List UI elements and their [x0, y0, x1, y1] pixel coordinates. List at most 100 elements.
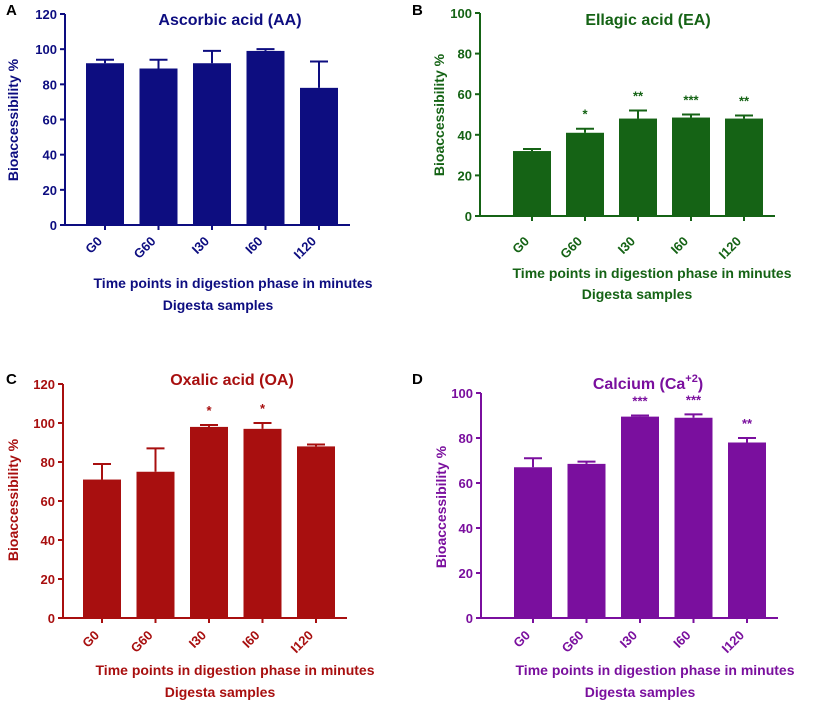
x-tick-label: I120: [291, 234, 320, 263]
y-tick-label: 0: [465, 209, 472, 224]
x-axis-label: Time points in digestion phase in minute…: [94, 275, 373, 291]
y-tick-label: 20: [458, 168, 472, 183]
significance-marker: ***: [683, 93, 699, 108]
y-axis-label: Bioaccessibility %: [433, 445, 449, 568]
y-tick-label: 60: [458, 87, 472, 102]
x-tick-label: I30: [615, 234, 638, 257]
x-axis-sublabel: Digesta samples: [165, 684, 276, 700]
bar-i60: [246, 50, 285, 225]
x-axis-label: Time points in digestion phase in minute…: [513, 265, 792, 281]
y-tick-label: 20: [43, 183, 57, 198]
x-tick-label: I60: [242, 234, 265, 257]
chart-panel-a: A Ascorbic acid (AA) Bioaccessibility % 0 20…: [5, 2, 373, 313]
x-tick-label: I120: [719, 628, 748, 657]
y-axis-label: Bioaccessibility %: [5, 58, 21, 181]
y-tick-label: 40: [43, 148, 57, 163]
bar-i120: [300, 87, 338, 225]
bar-g0: [514, 467, 552, 618]
x-tick-label: G0: [79, 628, 102, 651]
bar-g0: [86, 63, 124, 225]
y-tick-label: 0: [466, 611, 473, 626]
x-axis-sublabel: Digesta samples: [585, 684, 696, 700]
bar-i60: [674, 417, 713, 618]
x-tick-label: I30: [617, 628, 640, 651]
significance-marker: ***: [686, 392, 702, 407]
y-tick-label: 20: [459, 566, 473, 581]
panel-label: D: [412, 371, 423, 388]
x-tick-label: G0: [510, 628, 533, 651]
y-tick-label: 80: [43, 77, 57, 92]
significance-marker: **: [633, 88, 644, 103]
x-axis-sublabel: Digesta samples: [163, 297, 274, 313]
bar-i30: [619, 118, 657, 216]
y-tick-label: 100: [35, 42, 57, 57]
y-tick-label: 80: [41, 455, 55, 470]
y-axis-label: Bioaccessibility %: [5, 438, 21, 561]
y-tick-label: 100: [33, 416, 55, 431]
x-tick-label: G60: [131, 234, 159, 262]
x-tick-label: G0: [82, 234, 105, 257]
bar-i60: [243, 428, 282, 618]
y-tick-label: 60: [43, 113, 57, 128]
x-tick-label: G0: [509, 234, 532, 257]
bar-g0: [513, 151, 551, 216]
y-tick-label: 120: [33, 377, 55, 392]
panel-label: A: [6, 2, 17, 19]
y-tick-label: 0: [48, 611, 55, 626]
y-tick-label: 40: [459, 521, 473, 536]
x-tick-label: G60: [559, 628, 587, 656]
x-tick-label: I120: [716, 234, 745, 263]
panel-label: C: [6, 371, 17, 388]
x-tick-label: G60: [557, 234, 585, 262]
y-axis-label: Bioaccessibility %: [431, 53, 447, 176]
significance-marker: *: [206, 403, 212, 418]
chart-title-main: Calcium (Ca: [593, 376, 686, 393]
y-tick-label: 60: [41, 494, 55, 509]
x-tick-label: I60: [668, 234, 691, 257]
x-axis-label: Time points in digestion phase in minute…: [96, 662, 375, 678]
chart-title-superscript: +2: [685, 373, 698, 385]
x-axis-label: Time points in digestion phase in minute…: [516, 662, 795, 678]
bar-g60: [566, 132, 604, 216]
x-axis-sublabel: Digesta samples: [582, 286, 693, 302]
significance-marker: **: [739, 94, 750, 109]
x-tick-label: I60: [239, 628, 262, 651]
y-tick-label: 100: [450, 6, 472, 21]
y-tick-label: 80: [459, 431, 473, 446]
y-tick-label: 0: [50, 218, 57, 233]
bar-i120: [728, 442, 766, 618]
chart-title-end: ): [698, 376, 703, 393]
x-tick-label: I30: [186, 628, 209, 651]
x-tick-label: I120: [288, 628, 317, 657]
chart-title: Ellagic acid (EA): [585, 12, 710, 29]
chart-title: Ascorbic acid (AA): [158, 12, 301, 29]
significance-marker: *: [260, 401, 266, 416]
chart-title: Oxalic acid (OA): [170, 372, 294, 389]
bar-g60: [567, 463, 606, 618]
chart-panel-d: D Calcium (Ca+2) Bioaccessibility % 0 20 40 60…: [412, 371, 795, 700]
y-tick-label: 20: [41, 572, 55, 587]
bar-g0: [83, 479, 121, 618]
bar-i30: [193, 63, 231, 225]
chart-panel-c: C Oxalic acid (OA) Bioaccessibility % 0 20 40…: [5, 371, 375, 700]
bar-g60: [139, 68, 178, 225]
significance-marker: ***: [632, 394, 648, 409]
bar-i120: [725, 118, 763, 216]
x-tick-label: G60: [128, 628, 156, 656]
bar-i120: [297, 446, 335, 618]
bar-g60: [136, 471, 175, 618]
x-tick-label: I30: [189, 234, 212, 257]
y-tick-label: 100: [451, 386, 473, 401]
significance-marker: *: [582, 107, 588, 122]
significance-marker: **: [742, 416, 753, 431]
chart-title: Calcium (Ca+2): [593, 373, 703, 393]
bar-i30: [190, 426, 228, 618]
x-tick-label: I60: [670, 628, 693, 651]
panel-label: B: [412, 2, 423, 19]
y-tick-label: 120: [35, 7, 57, 22]
bar-i60: [672, 117, 710, 216]
y-tick-label: 40: [458, 128, 472, 143]
y-tick-label: 60: [459, 476, 473, 491]
chart-panel-b: B Ellagic acid (EA) Bioaccessibility % 0 20 4…: [412, 2, 792, 302]
